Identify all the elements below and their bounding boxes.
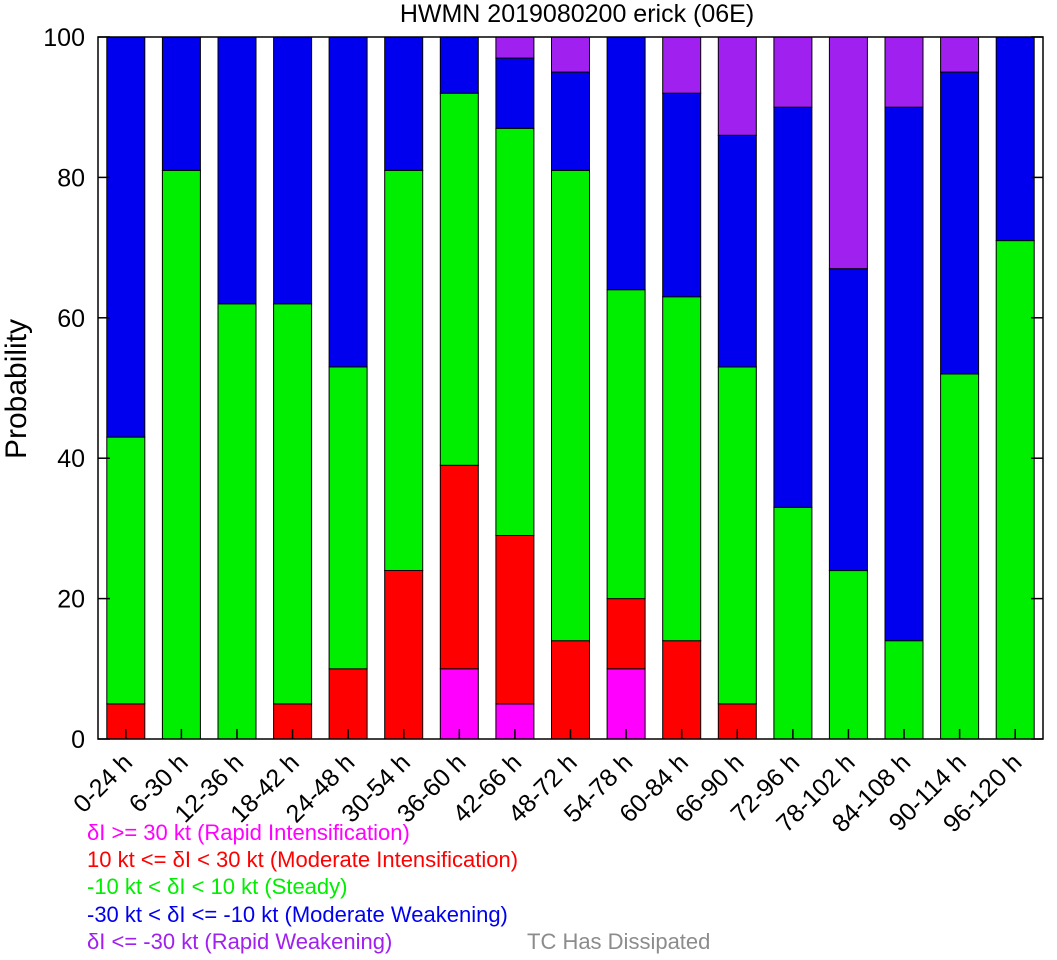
- bar-steady-11: [717, 366, 757, 705]
- bar-steady-0: [106, 436, 146, 705]
- bar-rw-14: [884, 36, 924, 108]
- bar-rw-13: [828, 36, 868, 270]
- chart-title: HWMN 2019080200 erick (06E): [400, 0, 754, 28]
- bar-mw-14: [884, 106, 924, 642]
- bar-mw-6: [439, 36, 479, 94]
- bar-mw-3: [273, 36, 313, 305]
- bar-steady-4: [328, 366, 368, 670]
- bar-steady-15: [940, 373, 980, 740]
- legend-rapid-weakening: δI <= -30 kt (Rapid Weakening): [87, 929, 393, 954]
- bar-mw-0: [106, 36, 146, 438]
- bar-mw-1: [161, 36, 201, 171]
- bar-steady-10: [662, 296, 702, 642]
- y-axis-label: Probability: [0, 319, 33, 459]
- bar-rw-12: [773, 36, 813, 108]
- bar-steady-9: [606, 289, 646, 600]
- bar-ri-6: [439, 668, 479, 740]
- bar-steady-12: [773, 506, 813, 740]
- bar-steady-2: [217, 303, 257, 740]
- bar-mw-7: [495, 57, 535, 129]
- bar-mw-8: [551, 71, 590, 171]
- bar-mw-15: [940, 71, 980, 375]
- bar-steady-3: [273, 303, 313, 705]
- bar-mw-4: [328, 36, 368, 368]
- bar-mi-9: [606, 598, 646, 670]
- y-tick-label-80: 80: [57, 164, 85, 192]
- legend-tc-dissipated: TC Has Dissipated: [527, 929, 711, 954]
- bar-mi-5: [384, 570, 424, 740]
- bar-rw-7: [495, 36, 535, 59]
- bar-steady-7: [495, 127, 535, 537]
- bar-rw-10: [662, 36, 702, 94]
- bars-group: [106, 36, 1035, 740]
- bar-mw-5: [384, 36, 424, 171]
- bar-mi-8: [551, 640, 590, 740]
- bar-mw-9: [606, 36, 646, 291]
- y-tick-label-20: 20: [57, 586, 85, 614]
- bar-mi-7: [495, 534, 535, 705]
- bar-steady-6: [439, 92, 479, 466]
- bar-mw-12: [773, 106, 813, 508]
- bar-ri-9: [606, 668, 646, 740]
- bar-mw-13: [828, 268, 868, 572]
- bar-mi-10: [662, 640, 702, 740]
- y-tick-label-100: 100: [43, 24, 85, 52]
- bar-mi-4: [328, 668, 368, 740]
- bar-rw-15: [940, 36, 980, 73]
- bar-mw-2: [217, 36, 257, 305]
- bar-steady-14: [884, 640, 924, 740]
- x-tick-label-0: 0-24 h: [68, 748, 138, 818]
- legend-steady: -10 kt < δI < 10 kt (Steady): [87, 874, 348, 899]
- y-tick-label-0: 0: [71, 726, 85, 754]
- bar-mw-10: [662, 92, 702, 298]
- bar-steady-5: [384, 169, 424, 571]
- bar-steady-16: [995, 240, 1035, 740]
- legend-moderate-weakening: -30 kt < δI <= -10 kt (Moderate Weakenin…: [87, 902, 508, 927]
- bar-mw-11: [717, 134, 757, 368]
- bar-steady-8: [551, 169, 590, 642]
- bar-steady-13: [828, 570, 868, 740]
- bar-rw-11: [717, 36, 757, 136]
- legend-rapid-intensification: δI >= 30 kt (Rapid Intensification): [87, 820, 410, 845]
- bar-rw-8: [551, 36, 590, 73]
- y-tick-label-40: 40: [57, 445, 85, 473]
- bar-mi-6: [439, 464, 479, 670]
- legend-moderate-intensification: 10 kt <= δI < 30 kt (Moderate Intensific…: [87, 847, 519, 872]
- bar-steady-1: [161, 169, 201, 740]
- y-tick-label-60: 60: [57, 305, 85, 333]
- bar-mw-16: [995, 36, 1035, 242]
